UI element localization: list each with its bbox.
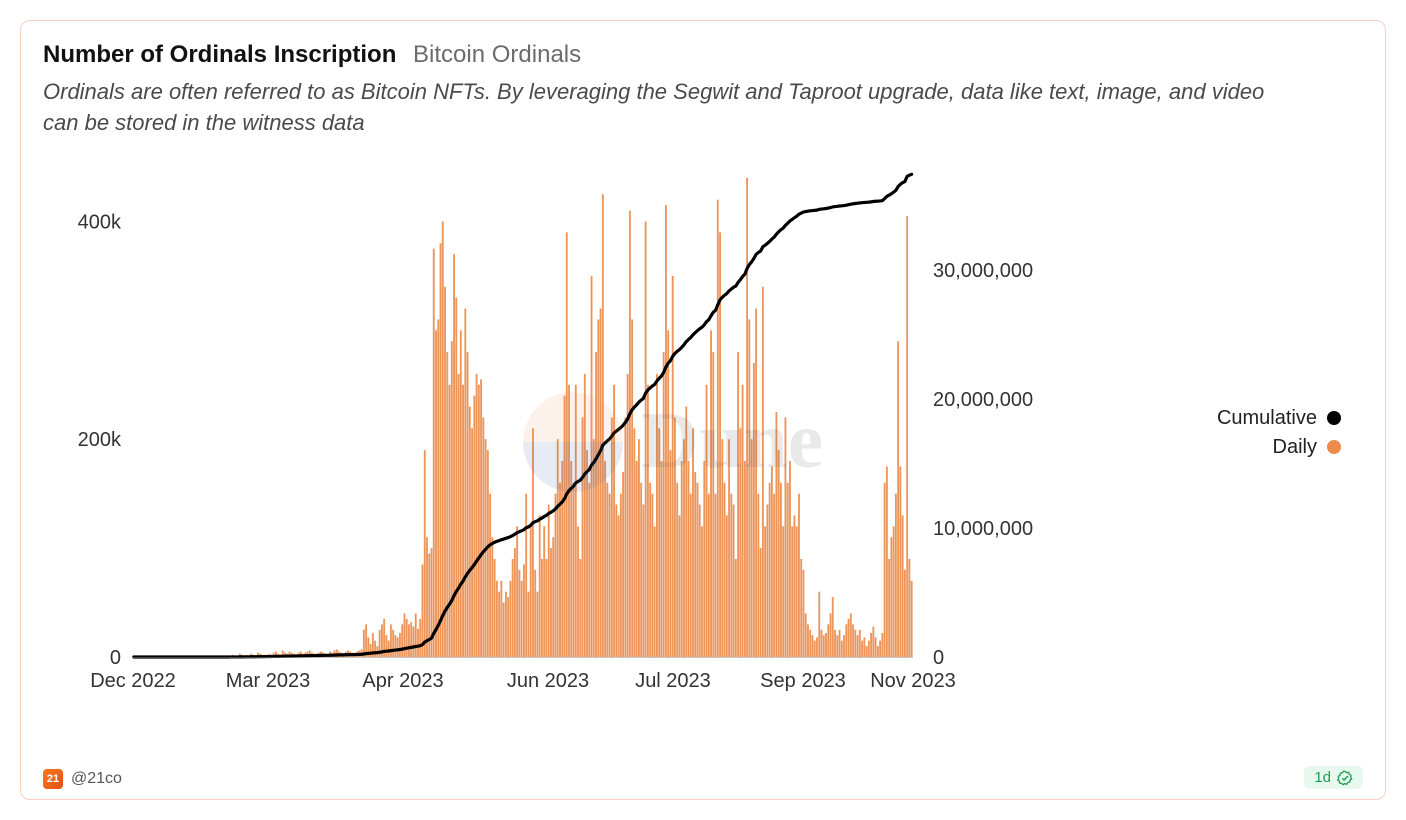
svg-text:400k: 400k (78, 211, 122, 233)
svg-text:0: 0 (110, 647, 121, 669)
author-handle: @21co (71, 770, 122, 788)
freshness-label: 1d (1314, 769, 1331, 786)
legend-dot-icon (1327, 440, 1341, 454)
svg-text:Mar 2023: Mar 2023 (226, 670, 311, 692)
chart-description: Ordinals are often referred to as Bitcoi… (43, 77, 1283, 139)
legend-item-cumulative[interactable]: Cumulative (1217, 407, 1341, 430)
svg-text:Jul 2023: Jul 2023 (635, 670, 711, 692)
chart-title: Number of Ordinals Inscription (43, 41, 396, 68)
chart-area: Dune 0200k400k010,000,00020,000,00030,00… (43, 157, 1363, 712)
chart-svg: 0 200k 400k 0 10,000,000 20,000,000 30,000,000… (43, 157, 1053, 712)
svg-text:0: 0 (933, 647, 944, 669)
author-avatar-icon: 21 (43, 769, 63, 789)
svg-text:30,000,000: 30,000,000 (933, 260, 1033, 282)
chart-subtitle: Bitcoin Ordinals (413, 41, 581, 68)
svg-text:Nov 2023: Nov 2023 (870, 670, 956, 692)
svg-text:20,000,000: 20,000,000 (933, 389, 1033, 411)
svg-text:200k: 200k (78, 429, 122, 451)
legend-dot-icon (1327, 411, 1341, 425)
svg-text:10,000,000: 10,000,000 (933, 518, 1033, 540)
svg-text:Jun 2023: Jun 2023 (507, 670, 589, 692)
legend-label: Daily (1273, 436, 1317, 459)
legend-label: Cumulative (1217, 407, 1317, 430)
card-header: Number of Ordinals Inscription Bitcoin O… (43, 39, 1363, 71)
svg-text:Apr 2023: Apr 2023 (362, 670, 443, 692)
verified-icon (1337, 770, 1353, 786)
svg-text:Dec 2022: Dec 2022 (90, 670, 176, 692)
legend-item-daily[interactable]: Daily (1217, 436, 1341, 459)
chart-card: Number of Ordinals Inscription Bitcoin O… (20, 20, 1386, 800)
svg-text:Sep 2023: Sep 2023 (760, 670, 846, 692)
author-badge[interactable]: 21 @21co (43, 769, 122, 789)
plot-area: Dune 0200k400k010,000,00020,000,00030,00… (43, 157, 1053, 712)
legend: Cumulative Daily (1217, 407, 1341, 465)
freshness-badge[interactable]: 1d (1304, 766, 1363, 789)
